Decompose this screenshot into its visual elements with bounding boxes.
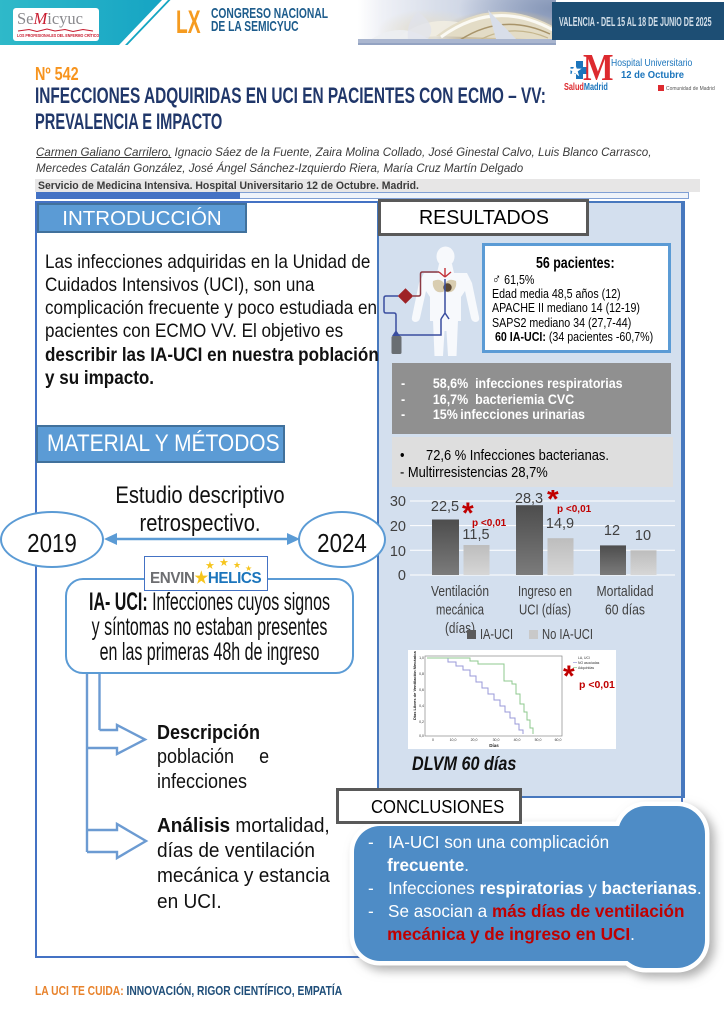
svg-text:50,0: 50,0 (535, 738, 542, 742)
svg-text:★: ★ (245, 564, 252, 572)
svg-text:*: * (547, 490, 559, 516)
svg-text:0: 0 (398, 568, 406, 584)
svg-text:p <0,01: p <0,01 (557, 504, 592, 515)
svg-text:*: * (462, 497, 474, 530)
svg-text:No IA-UCI: No IA-UCI (542, 626, 593, 643)
svg-text:mecánica: mecánica (436, 602, 484, 619)
svg-text:Días: Días (489, 743, 499, 748)
svg-text:28,3: 28,3 (515, 491, 543, 507)
svg-text:11,5: 11,5 (462, 527, 489, 543)
svg-text:Adquiridas: Adquiridas (578, 666, 594, 670)
svg-text:0: 0 (432, 738, 434, 742)
svg-text:UCI (días): UCI (días) (519, 602, 571, 619)
svg-text:NO asociadas: NO asociadas (578, 661, 600, 665)
svg-text:p <0,01: p <0,01 (472, 518, 507, 529)
svg-text:1,0: 1,0 (419, 656, 424, 660)
svg-text:★: ★ (233, 560, 241, 570)
svg-text:IA-UCI: IA-UCI (480, 626, 513, 643)
svg-text:30,0: 30,0 (493, 738, 500, 742)
svg-text:0,2: 0,2 (419, 720, 424, 724)
svg-text:LA, UCI: LA, UCI (578, 656, 590, 660)
svg-text:★: ★ (205, 560, 215, 572)
svg-text:0,4: 0,4 (419, 704, 424, 708)
svg-text:0,8: 0,8 (419, 672, 424, 676)
svg-text:0,6: 0,6 (419, 688, 424, 692)
svg-text:10: 10 (635, 528, 651, 544)
svg-text:22,5: 22,5 (431, 499, 459, 515)
svg-text:★: ★ (219, 558, 229, 569)
svg-text:20,0: 20,0 (471, 738, 478, 742)
svg-text:10: 10 (390, 544, 406, 560)
svg-text:Mortalidad: Mortalidad (597, 583, 654, 600)
svg-text:40,0: 40,0 (514, 738, 521, 742)
svg-text:60,0: 60,0 (555, 738, 562, 742)
svg-text:12: 12 (604, 523, 620, 539)
svg-text:Ventilación: Ventilación (431, 583, 489, 600)
svg-text:30: 30 (390, 494, 406, 510)
svg-text:14,9: 14,9 (546, 516, 574, 532)
svg-text:10,0: 10,0 (450, 738, 457, 742)
svg-text:Ingreso en: Ingreso en (518, 583, 572, 600)
svg-text:20: 20 (390, 519, 406, 535)
svg-text:0,0: 0,0 (419, 734, 424, 738)
svg-text:Días Libres de Ventilación Mec: Días Libres de Ventilación Mecánica (412, 651, 417, 720)
svg-text:60 días: 60 días (605, 602, 645, 619)
